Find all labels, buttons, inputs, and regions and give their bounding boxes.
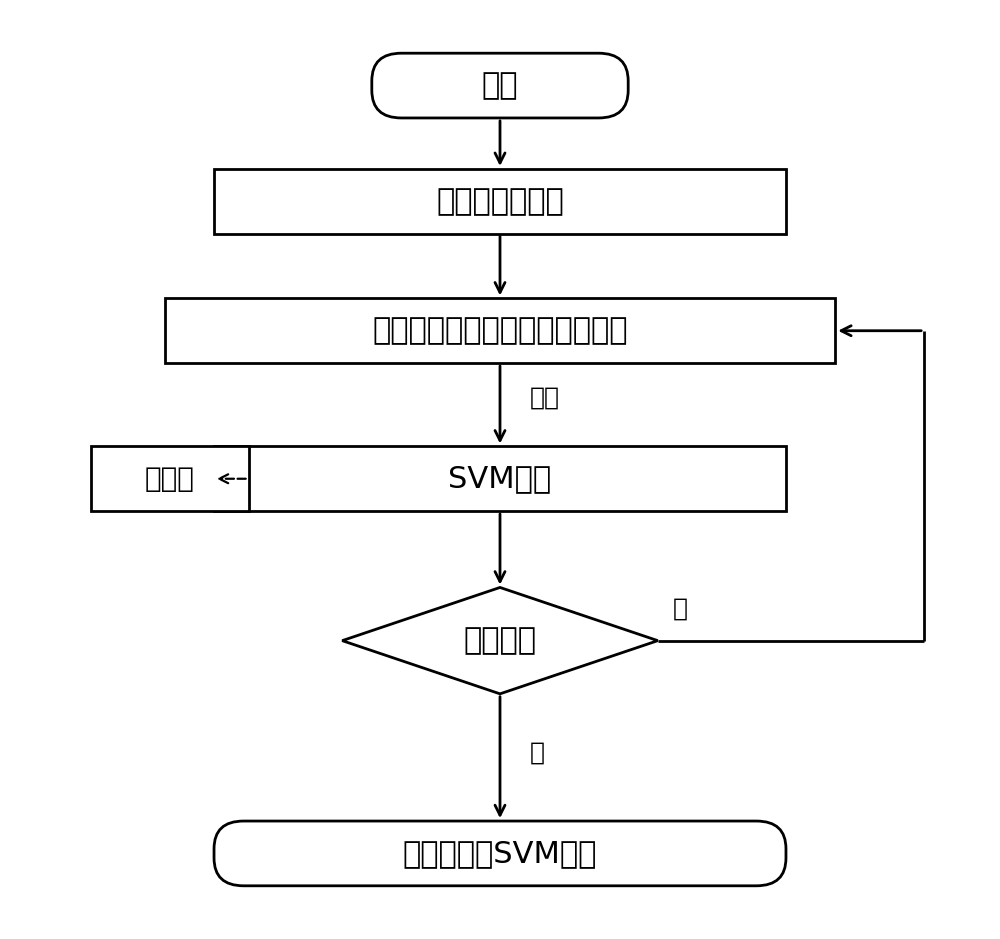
Text: 初始化粒子种群: 初始化粒子种群: [436, 187, 564, 216]
Bar: [91, 446, 249, 511]
Text: 参数: 参数: [530, 385, 560, 409]
Bar: [214, 446, 786, 511]
Bar: [214, 169, 786, 234]
Polygon shape: [342, 588, 658, 694]
Text: 是: 是: [530, 741, 545, 764]
Bar: [165, 299, 835, 363]
Text: 开始: 开始: [482, 71, 518, 100]
Text: 粒子更新自身最优和全体最优值: 粒子更新自身最优和全体最优值: [372, 316, 628, 346]
Text: 训练集: 训练集: [145, 465, 195, 493]
FancyBboxPatch shape: [372, 54, 628, 118]
Text: SVM模型: SVM模型: [448, 464, 552, 493]
Text: 最优参数的SVM模型: 最优参数的SVM模型: [403, 839, 597, 868]
Text: 设定条件: 设定条件: [464, 626, 536, 655]
Text: 否: 否: [673, 596, 688, 621]
FancyBboxPatch shape: [214, 821, 786, 885]
